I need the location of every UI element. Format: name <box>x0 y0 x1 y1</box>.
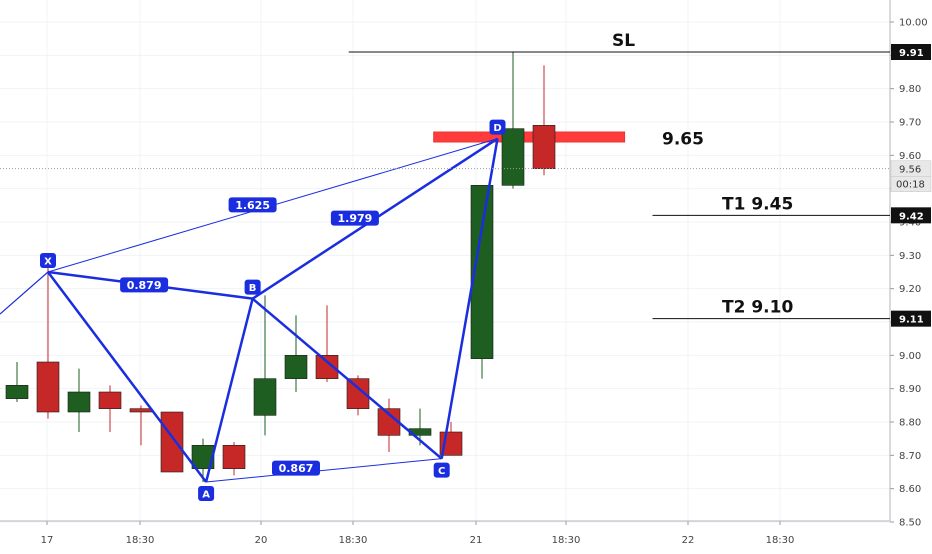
y-tick-label: 8.60 <box>899 484 921 495</box>
candle-body <box>470 185 494 359</box>
candle <box>315 305 339 382</box>
level-axis-label-t2: 9.11 <box>899 315 924 326</box>
level-axis-label-sl: 9.91 <box>899 48 924 59</box>
y-tick-label: 8.80 <box>899 418 921 429</box>
point-label-d: D <box>493 123 501 134</box>
point-label-b: B <box>249 283 257 294</box>
pattern-lead-line <box>0 271 49 315</box>
candle-body <box>5 385 29 399</box>
y-tick-label: 9.20 <box>899 284 921 295</box>
x-tick-label: 21 <box>470 535 483 546</box>
countdown-badge <box>890 176 932 192</box>
candle <box>191 438 215 482</box>
candle <box>222 442 246 476</box>
y-tick-label: 9.60 <box>899 151 921 162</box>
y-tick-label: 9.80 <box>899 84 921 95</box>
point-badge-x <box>40 253 56 268</box>
candle-body <box>129 408 153 413</box>
candle <box>470 185 494 379</box>
candle <box>377 398 401 452</box>
y-tick-label: 8.50 <box>899 518 921 529</box>
x-tick-label: 17 <box>41 535 54 546</box>
x-tick-label: 20 <box>255 535 268 546</box>
point-badge-c <box>433 462 450 478</box>
candle <box>67 368 91 432</box>
ratio-label: 1.979 <box>338 212 373 225</box>
candle <box>284 315 308 392</box>
candle-body <box>36 361 60 413</box>
candle <box>5 362 29 402</box>
ratio-label: 1.625 <box>235 199 270 212</box>
candle-body <box>253 378 277 416</box>
candle-body <box>501 128 525 186</box>
point-badge-d <box>489 119 506 135</box>
ratio-badge <box>272 460 320 476</box>
candles-layer <box>5 52 556 482</box>
pattern-leg-bc <box>251 297 443 460</box>
point-badge-b <box>244 279 261 295</box>
level-axis-badge-t1 <box>891 207 931 224</box>
ratio-badge <box>330 210 379 226</box>
countdown-label: 00:18 <box>896 180 925 191</box>
x-tick-label: 18:30 <box>126 535 155 546</box>
pattern-leg-ab <box>204 298 254 483</box>
candle-body <box>346 378 370 409</box>
y-tick-label: 9.00 <box>899 351 921 362</box>
y-tick-label: 10.00 <box>899 18 928 29</box>
ratio-label: 0.879 <box>127 279 162 292</box>
x-tick-label: 18:30 <box>339 535 368 546</box>
level-text-t2: T2 9.10 <box>722 298 793 318</box>
level-axis-badge-sl <box>891 44 931 60</box>
candle-body <box>191 445 215 469</box>
candle <box>501 52 525 189</box>
candle <box>346 375 370 416</box>
x-tick-label: 18:30 <box>552 535 581 546</box>
level-text-sl: SL <box>612 31 635 51</box>
level-text-t1: T1 9.45 <box>722 194 793 214</box>
point-label-c: C <box>438 466 445 477</box>
level-axis-label-t1: 9.42 <box>899 211 924 222</box>
candle-body <box>160 411 184 473</box>
y-tick-label: 8.70 <box>899 451 921 462</box>
candle <box>36 265 60 419</box>
labels-layer: X A B C D 0.879 1.625 1.979 0.867 9.65 9.56 00:18 <box>40 119 932 501</box>
candle-body <box>532 125 556 169</box>
ratio-label: 0.867 <box>279 462 314 475</box>
x-tick-label: 18:30 <box>766 535 795 546</box>
point-badge-a <box>198 486 215 501</box>
point-label-a: A <box>202 490 210 501</box>
grid-layer <box>0 0 890 523</box>
y-tick-label: 8.90 <box>899 384 921 395</box>
entry-price-label: 9.65 <box>662 130 704 150</box>
x-tick-label: 22 <box>682 535 695 546</box>
candle <box>98 385 122 432</box>
ratio-badge <box>120 277 169 293</box>
y-tick-label: 9.70 <box>899 118 921 129</box>
level-axis-badge-t2 <box>891 310 931 327</box>
ratio-badge <box>228 197 277 213</box>
candle-body <box>67 391 91 413</box>
levels-layer: SL 9.91 T1 9.45 9.42 T2 9.10 9.11 <box>0 31 931 327</box>
candle <box>160 411 184 473</box>
candle <box>532 65 556 176</box>
entry-zone-layer <box>433 131 626 143</box>
candle-body <box>222 445 246 469</box>
last-price-label: 9.56 <box>899 165 921 176</box>
candle-body <box>315 355 339 379</box>
y-tick-label: 9.30 <box>899 251 921 262</box>
point-label-x: X <box>44 257 52 268</box>
entry-zone-rect <box>433 131 626 143</box>
candle-body <box>284 355 308 379</box>
candle <box>129 405 153 446</box>
pattern-leg-cd <box>440 138 499 459</box>
pattern-ratio-line-ac <box>206 458 442 483</box>
candle <box>253 295 277 436</box>
candle-body <box>98 391 122 409</box>
pattern-leg-xa <box>47 271 208 483</box>
